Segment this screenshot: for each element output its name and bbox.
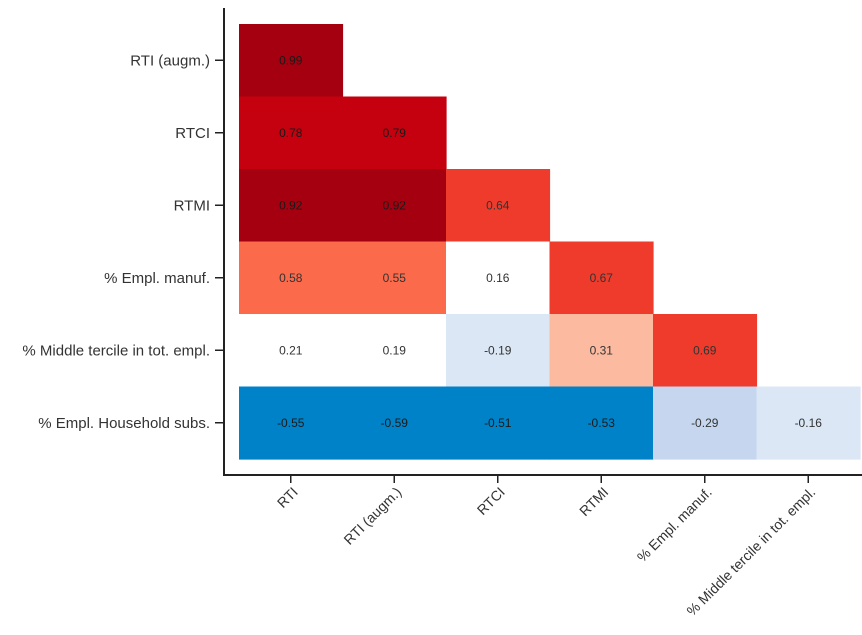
cell-value-label: -0.59 [381, 416, 409, 430]
cell-value-label: 0.79 [383, 126, 407, 140]
x-tick-label: RTMI [576, 484, 611, 519]
y-tick-label: RTMI [174, 197, 210, 214]
x-tick-label: RTI [274, 484, 301, 511]
heatmap-cell [239, 314, 344, 388]
heatmap-cell [239, 169, 344, 243]
heatmap-cell [342, 386, 447, 460]
heatmap-cell [549, 241, 654, 315]
cell-value-label: 0.78 [279, 126, 303, 140]
x-tick-label: RTI (augm.) [340, 484, 404, 548]
cell-value-label: 0.16 [486, 271, 510, 285]
y-tick-label: % Empl. manuf. [104, 270, 210, 287]
heatmap-cell [239, 386, 344, 460]
heatmap-cells: 0.99 0.78 0.79 0.92 0.92 0.64 0.58 0.55 0.16 0.67… [239, 24, 861, 460]
heatmap-cell [239, 96, 344, 170]
heatmap-cell [446, 386, 551, 460]
heatmap-cell [446, 241, 551, 315]
heatmap-cell [446, 169, 551, 243]
cell-value-label: 0.64 [486, 198, 510, 212]
cell-value-label: 0.67 [590, 271, 614, 285]
cell-value-label: -0.19 [484, 343, 512, 357]
cell-value-label: 0.19 [383, 343, 407, 357]
cell-value-label: -0.16 [795, 416, 823, 430]
cell-value-label: 0.31 [590, 343, 614, 357]
cell-value-label: -0.55 [277, 416, 305, 430]
cell-value-label: 0.69 [693, 343, 717, 357]
cell-value-label: 0.92 [279, 198, 303, 212]
cell-value-label: 0.55 [383, 271, 407, 285]
x-tick-label: % Empl. manuf. [634, 484, 715, 565]
heatmap-cell [342, 314, 447, 388]
heatmap-cell [342, 241, 447, 315]
y-tick-label: % Empl. Household subs. [38, 415, 210, 432]
heatmap-cell [239, 24, 344, 98]
x-tick-label: RTCI [474, 484, 508, 518]
cell-value-label: -0.29 [691, 416, 719, 430]
cell-value-label: -0.53 [588, 416, 616, 430]
y-tick-label: RTI (augm.) [130, 52, 210, 69]
heatmap-cell [342, 169, 447, 243]
y-tick-label: % Middle tercile in tot. empl. [22, 342, 210, 359]
y-tick-label: RTCI [175, 125, 210, 142]
heatmap-cell [653, 386, 758, 460]
y-axis-ticks: RTI (augm.) RTCI RTMI % Empl. manuf. % Middl… [22, 52, 224, 432]
cell-value-label: 0.21 [279, 343, 303, 357]
cell-value-label: -0.51 [484, 416, 512, 430]
axes [223, 8, 862, 476]
heatmap-cell [342, 96, 447, 170]
cell-value-label: 0.99 [279, 53, 303, 67]
heatmap-cell [549, 314, 654, 388]
heatmap-cell [239, 241, 344, 315]
heatmap-cell [756, 386, 861, 460]
cell-value-label: 0.58 [279, 271, 303, 285]
heatmap-cell [549, 386, 654, 460]
x-axis-ticks: RTI RTI (augm.) RTCI RTMI% Empl. manuf.% Mi… [274, 475, 818, 619]
heatmap-cell [446, 314, 551, 388]
cell-value-label: 0.92 [383, 198, 407, 212]
heatmap-cell [653, 314, 758, 388]
